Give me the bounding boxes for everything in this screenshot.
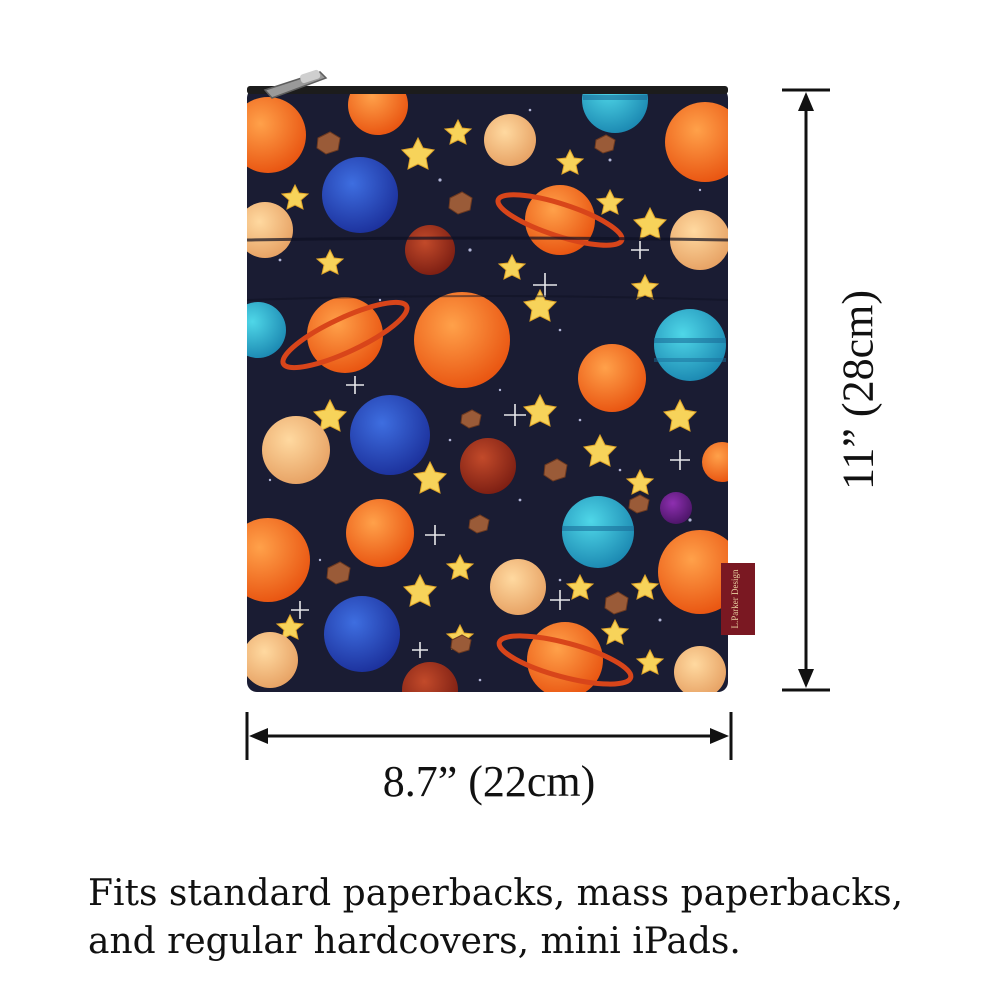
caption-line-2: and regular hardcovers, mini iPads.	[88, 921, 741, 962]
width-dimension-arrow	[245, 712, 733, 760]
brand-tag-text: L.Parker Design	[730, 569, 740, 628]
height-dimension-arrow	[782, 88, 830, 692]
zipper	[247, 86, 728, 94]
product-caption: Fits standard paperbacks, mass paperback…	[88, 870, 968, 966]
book-sleeve: L.Parker Design	[247, 69, 755, 692]
caption-line-1: Fits standard paperbacks, mass paperback…	[88, 873, 904, 914]
space-pattern	[247, 88, 728, 692]
width-label: 8.7” (22cm)	[382, 757, 596, 806]
zipper-pull	[263, 69, 328, 99]
brand-tag: L.Parker Design	[721, 563, 755, 635]
height-label: 11” (28cm)	[833, 290, 883, 490]
